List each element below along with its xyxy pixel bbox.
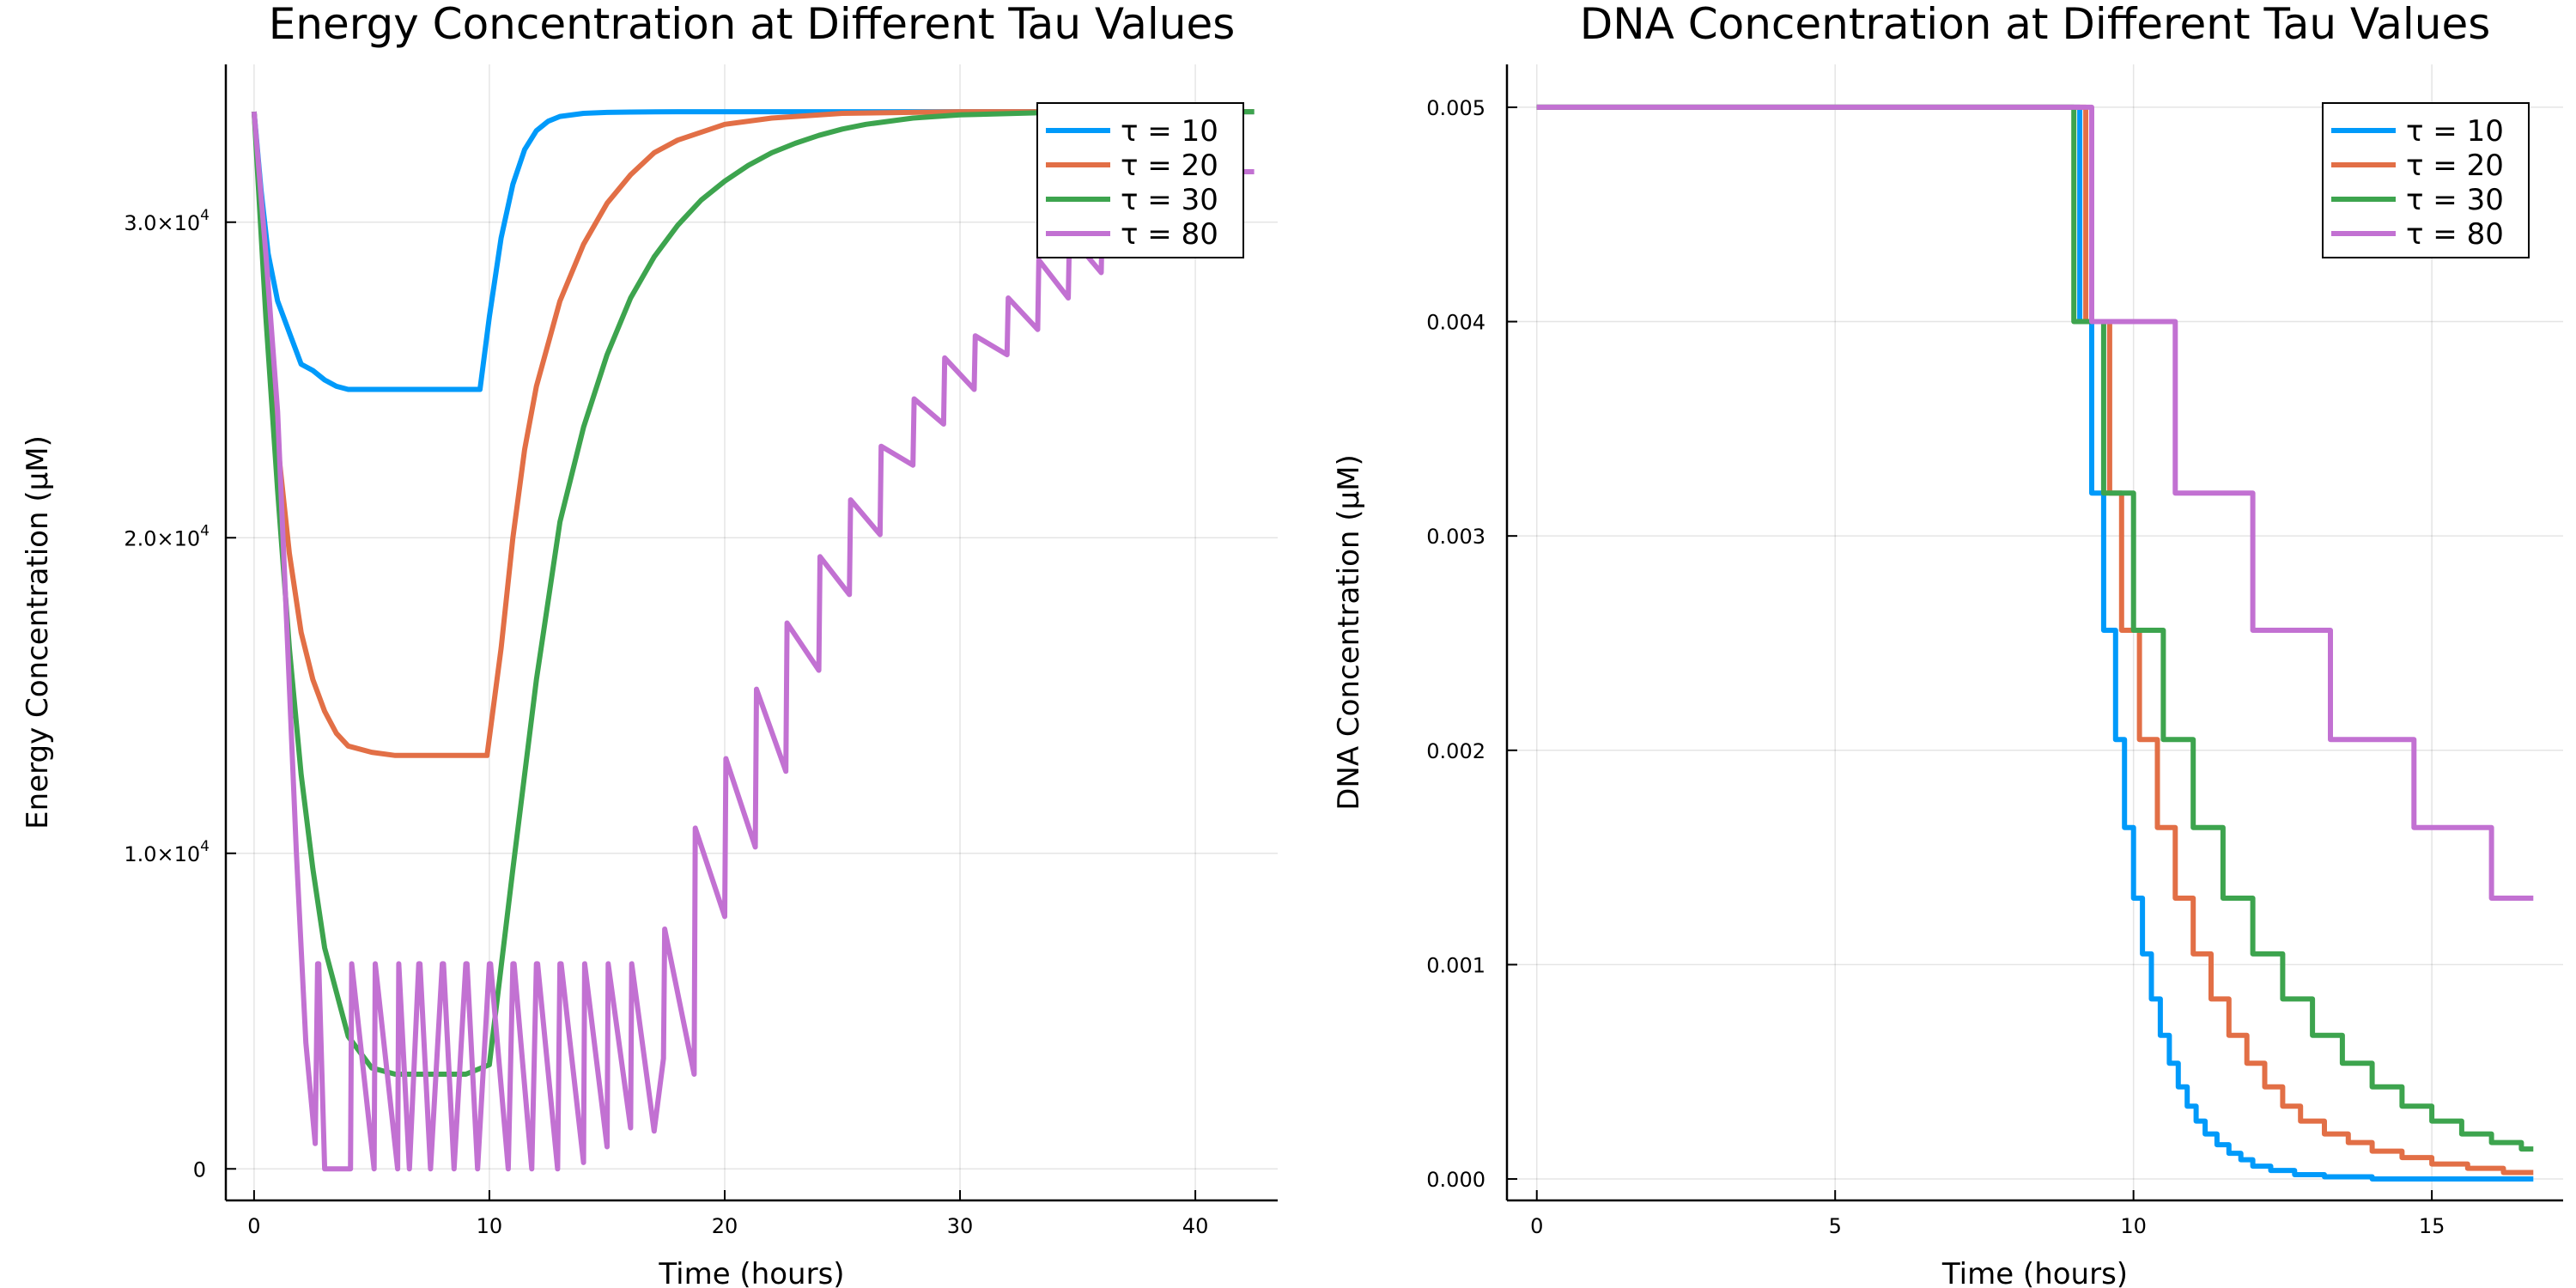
energy-x-tick-label: 40: [1182, 1214, 1209, 1238]
energy-x-tick-label: 0: [247, 1214, 260, 1238]
energy-y-tick-label: 1.0×104: [124, 838, 210, 866]
dna-y-tick-label: 0.001: [1426, 953, 1485, 977]
dna-series-line-2: [1536, 104, 2534, 1176]
energy-y-tick-label: 0: [193, 1157, 206, 1182]
energy-x-tick-label: 10: [477, 1214, 503, 1238]
dna-legend-label: τ = 20: [2406, 149, 2504, 183]
dna-series-line-4: [1536, 104, 2534, 901]
dna-legend-label: τ = 10: [2406, 114, 2504, 149]
dna-x-tick-label: 5: [1829, 1214, 1842, 1238]
energy-legend-label: τ = 10: [1121, 114, 1218, 149]
energy-x-axis-label: Time (hours): [658, 1257, 844, 1288]
energy-series-line-4: [251, 111, 1255, 1172]
dna-x-tick-label: 15: [2419, 1214, 2445, 1238]
energy-y-tick-label: 2.0×104: [124, 522, 210, 550]
dna-x-tick-label: 0: [1530, 1214, 1543, 1238]
energy-legend-label: τ = 20: [1121, 149, 1218, 183]
dna-legend-label: τ = 30: [2406, 183, 2504, 217]
energy-legend: τ = 10τ = 20τ = 30τ = 80: [1036, 102, 1244, 258]
energy-y-tick-label: 3.0×104: [124, 207, 210, 235]
energy-y-axis-label: Energy Concentration (μM): [21, 435, 55, 829]
energy-series-line-3: [251, 109, 1255, 1077]
energy-x-tick-label: 20: [712, 1214, 738, 1238]
dna-y-tick-label: 0.002: [1426, 739, 1485, 763]
dna-legend-label: τ = 80: [2406, 217, 2504, 252]
energy-chart-panel: 0 10 20 30 40 0 1.0×104 2.0×104 3.0×104 Energy Co…: [21, 0, 1278, 1288]
dna-x-axis-label: Time (hours): [1941, 1257, 2128, 1288]
dna-y-tick-label: 0.003: [1426, 525, 1485, 549]
dna-chart-title: DNA Concentration at Different Tau Value…: [1580, 0, 2491, 49]
dna-y-tick-label: 0.000: [1426, 1168, 1485, 1192]
dna-x-tick-label: 10: [2120, 1214, 2147, 1238]
dna-y-tick-label: 0.004: [1426, 311, 1485, 335]
energy-series-line-1: [251, 109, 1255, 392]
dna-y-axis-label: DNA Concentration (μM): [1332, 454, 1366, 811]
energy-x-tick-label: 30: [947, 1214, 974, 1238]
dna-y-tick-label: 0.005: [1426, 96, 1485, 120]
dna-series-line-3: [1536, 104, 2534, 1152]
energy-legend-label: τ = 80: [1121, 217, 1218, 252]
dna-series-line-1: [1536, 104, 2534, 1182]
dna-chart-panel: 0 5 10 15 0.000 0.001 0.002 0.003 0.004 0.005 DNA …: [1332, 0, 2563, 1288]
dna-legend: τ = 10τ = 20τ = 30τ = 80: [2322, 102, 2530, 258]
energy-series-line-2: [251, 109, 1255, 758]
energy-legend-label: τ = 30: [1121, 183, 1218, 217]
energy-chart-title: Energy Concentration at Different Tau Va…: [269, 0, 1236, 49]
